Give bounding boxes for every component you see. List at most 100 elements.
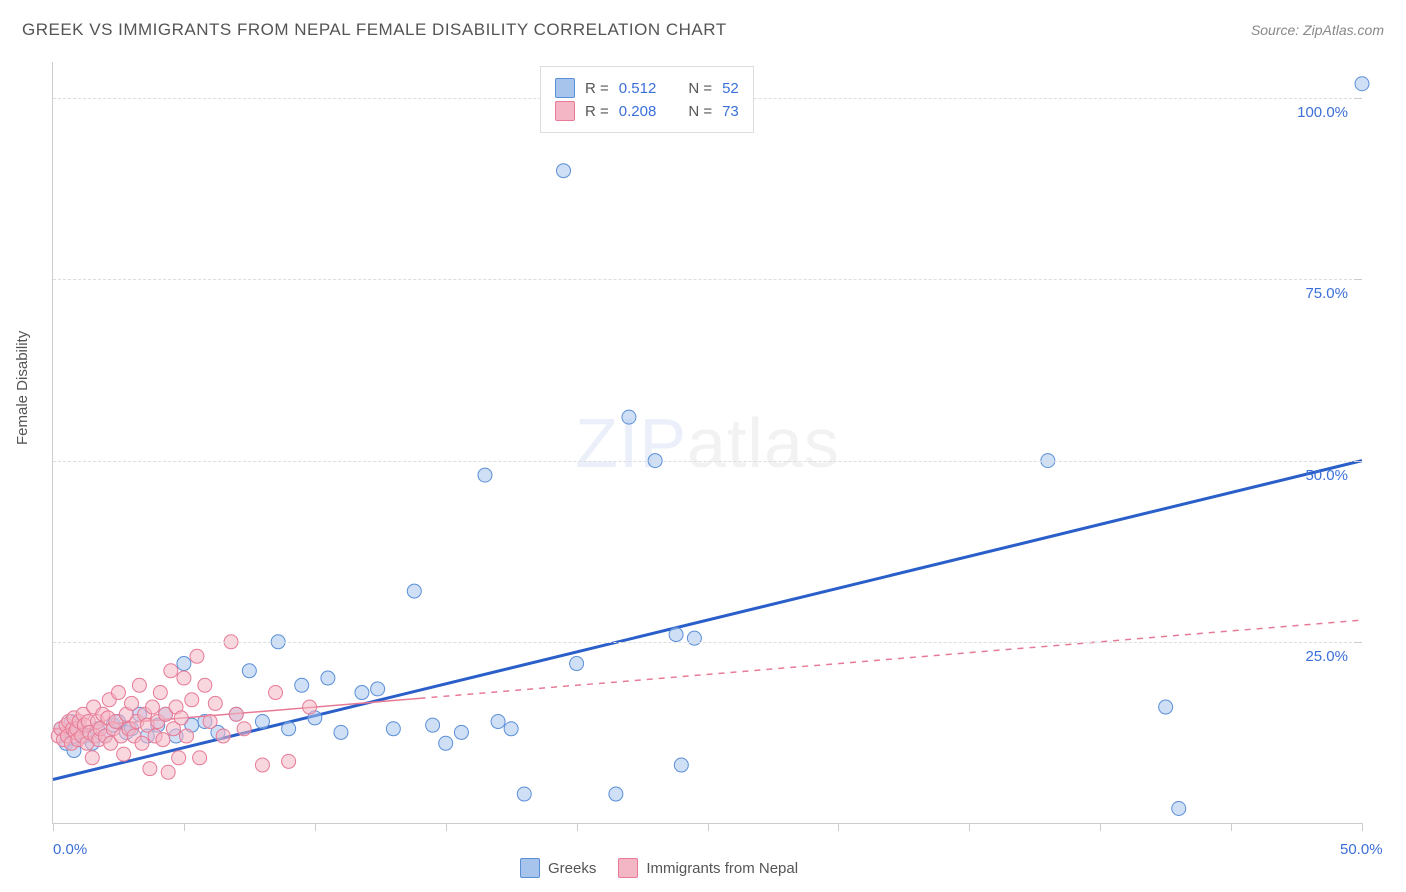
n-label: N =: [688, 80, 712, 97]
x-tick: [1231, 823, 1232, 831]
point-greeks: [282, 722, 296, 736]
point-greeks: [407, 584, 421, 598]
y-tick: [1354, 98, 1362, 99]
point-greeks: [557, 164, 571, 178]
point-greeks: [454, 725, 468, 739]
source-label: Source: ZipAtlas.com: [1251, 22, 1384, 38]
point-greeks: [609, 787, 623, 801]
y-tick: [1354, 279, 1362, 280]
point-greeks: [386, 722, 400, 736]
point-greeks: [295, 678, 309, 692]
point-nepal: [117, 747, 131, 761]
point-greeks: [371, 682, 385, 696]
point-nepal: [156, 733, 170, 747]
y-tick-label: 100.0%: [1297, 104, 1348, 121]
r-value: 0.208: [619, 103, 657, 120]
point-greeks: [687, 631, 701, 645]
point-greeks: [334, 725, 348, 739]
point-nepal: [135, 736, 149, 750]
point-nepal: [125, 696, 139, 710]
point-greeks: [177, 657, 191, 671]
x-tick: [708, 823, 709, 831]
x-tick: [577, 823, 578, 831]
point-greeks: [355, 686, 369, 700]
gridline: [53, 279, 1362, 280]
gridline: [53, 642, 1362, 643]
x-tick: [1100, 823, 1101, 831]
point-greeks: [321, 671, 335, 685]
point-nepal: [203, 715, 217, 729]
point-greeks: [674, 758, 688, 772]
point-nepal: [216, 729, 230, 743]
point-nepal: [193, 751, 207, 765]
point-nepal: [208, 696, 222, 710]
point-greeks: [439, 736, 453, 750]
legend-swatch: [520, 858, 540, 878]
point-nepal: [145, 700, 159, 714]
legend-item: Greeks: [520, 858, 596, 878]
y-tick: [1354, 642, 1362, 643]
x-tick: [969, 823, 970, 831]
legend-item: Immigrants from Nepal: [618, 858, 798, 878]
y-axis-title: Female Disability: [14, 331, 31, 445]
legend-label: Greeks: [548, 860, 596, 877]
point-nepal: [143, 762, 157, 776]
x-tick-label: 0.0%: [53, 841, 87, 858]
point-greeks: [255, 715, 269, 729]
y-tick-label: 75.0%: [1305, 285, 1348, 302]
point-nepal: [282, 754, 296, 768]
legend-stat-row: R = 0.512N = 52: [555, 78, 739, 98]
point-greeks: [242, 664, 256, 678]
point-greeks: [1172, 802, 1186, 816]
point-nepal: [198, 678, 212, 692]
point-nepal: [269, 686, 283, 700]
point-greeks: [504, 722, 518, 736]
point-greeks: [517, 787, 531, 801]
point-nepal: [111, 686, 125, 700]
point-nepal: [255, 758, 269, 772]
legend-label: Immigrants from Nepal: [646, 860, 798, 877]
legend-stat-row: R = 0.208 N = 73: [555, 101, 739, 121]
point-nepal: [132, 678, 146, 692]
r-label: R =: [585, 103, 609, 120]
point-nepal: [190, 649, 204, 663]
r-value: 0.512: [619, 80, 657, 97]
point-greeks: [478, 468, 492, 482]
point-nepal: [172, 751, 186, 765]
point-nepal: [229, 707, 243, 721]
x-tick: [838, 823, 839, 831]
y-tick-label: 50.0%: [1305, 467, 1348, 484]
x-tick: [1362, 823, 1363, 831]
x-tick: [53, 823, 54, 831]
legend-stats: R = 0.512N = 52R = 0.208N = 73: [540, 66, 754, 133]
n-value: 73: [722, 103, 739, 120]
point-greeks: [622, 410, 636, 424]
chart-svg: [53, 62, 1362, 823]
point-nepal: [180, 729, 194, 743]
trend-line-nepal: [420, 620, 1362, 698]
n-label: N =: [688, 103, 712, 120]
point-nepal: [85, 751, 99, 765]
point-nepal: [237, 722, 251, 736]
gridline: [53, 461, 1362, 462]
point-nepal: [185, 693, 199, 707]
legend-swatch: [618, 858, 638, 878]
x-tick: [184, 823, 185, 831]
point-greeks: [1159, 700, 1173, 714]
point-nepal: [161, 765, 175, 779]
point-nepal: [153, 686, 167, 700]
legend-series: Greeks Immigrants from Nepal: [520, 858, 798, 878]
point-greeks: [570, 657, 584, 671]
x-tick: [446, 823, 447, 831]
legend-swatch: [555, 78, 575, 98]
legend-swatch: [555, 101, 575, 121]
r-label: R =: [585, 80, 609, 97]
point-greeks: [669, 628, 683, 642]
point-greeks: [426, 718, 440, 732]
y-tick: [1354, 461, 1362, 462]
x-tick: [315, 823, 316, 831]
y-tick-label: 25.0%: [1305, 648, 1348, 665]
x-tick-label: 50.0%: [1340, 841, 1383, 858]
point-nepal: [174, 711, 188, 725]
plot-area: ZIPatlas 25.0%50.0%75.0%100.0%0.0%50.0%: [52, 62, 1362, 824]
